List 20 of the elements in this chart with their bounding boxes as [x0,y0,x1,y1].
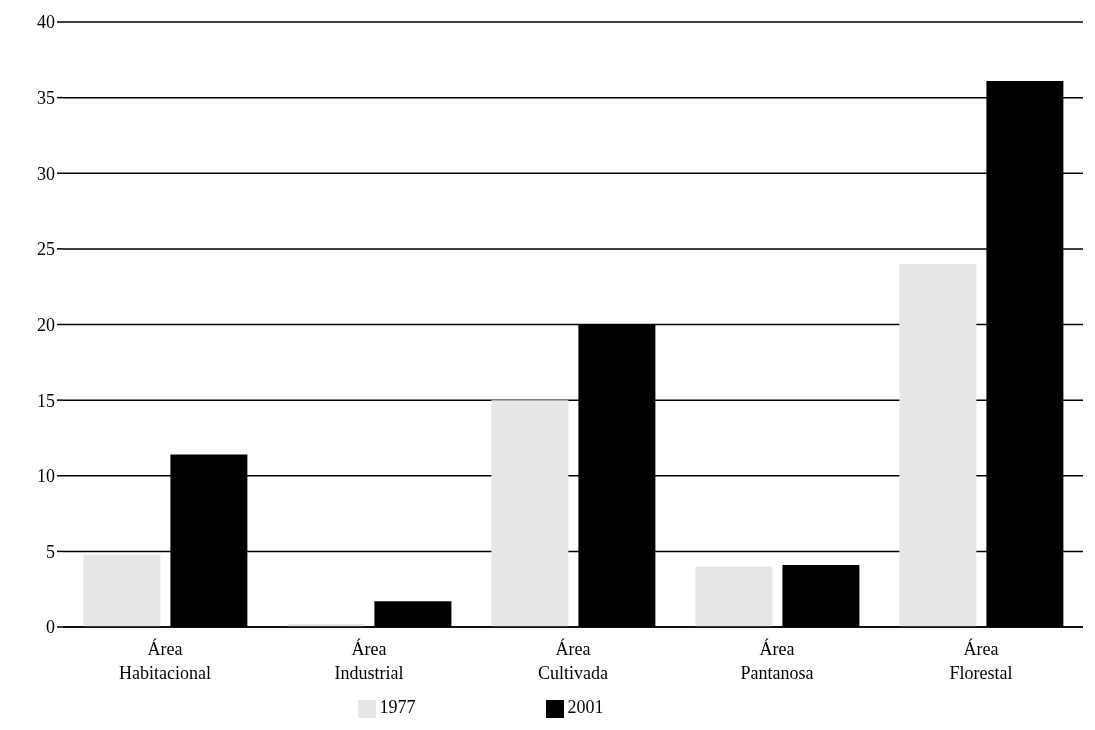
bar [695,566,773,627]
bar [83,554,161,627]
y-tick-label: 35 [37,88,55,109]
y-tick-label: 5 [46,541,55,562]
legend-label: 2001 [567,697,604,717]
y-tick-label: 30 [37,163,55,184]
bar [899,264,977,627]
y-tick-label: 10 [37,466,55,487]
x-tick-label: Área Habitacional [119,638,211,683]
x-tick-label: Área Industrial [334,638,404,683]
y-tick-label: 40 [37,12,55,33]
bar [491,400,569,627]
y-tick-label: 25 [37,239,55,260]
x-tick-label: Área Florestal [949,638,1013,683]
legend-label: 1977 [379,697,416,717]
y-tick-label: 15 [37,390,55,411]
x-tick-label: Área Cultivada [538,638,608,683]
y-tick-label: 0 [46,617,55,638]
y-tick-label: 20 [37,314,55,335]
x-tick-label: Área Pantanosa [740,638,814,683]
